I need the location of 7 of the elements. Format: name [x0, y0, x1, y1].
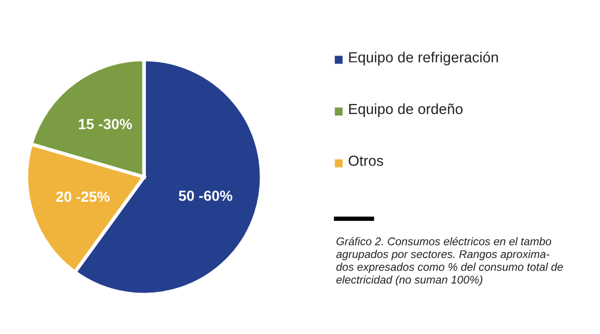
legend-label: Otros: [348, 156, 384, 166]
text: 20 -25%: [56, 192, 110, 202]
text: 15 -30%: [78, 118, 132, 130]
text: Gráfico 2. Consumos eléctricos en el tambo agrupados por sectores. Rangos aproxima- dos expresados como % del consumo total de electricidad (no suman 100%): [336, 237, 563, 286]
legend-label: Equipo de ordeño: [349, 103, 463, 118]
legend-label: Equipo de refrigeración: [349, 52, 498, 66]
text: 50 -60%: [178, 190, 232, 201]
